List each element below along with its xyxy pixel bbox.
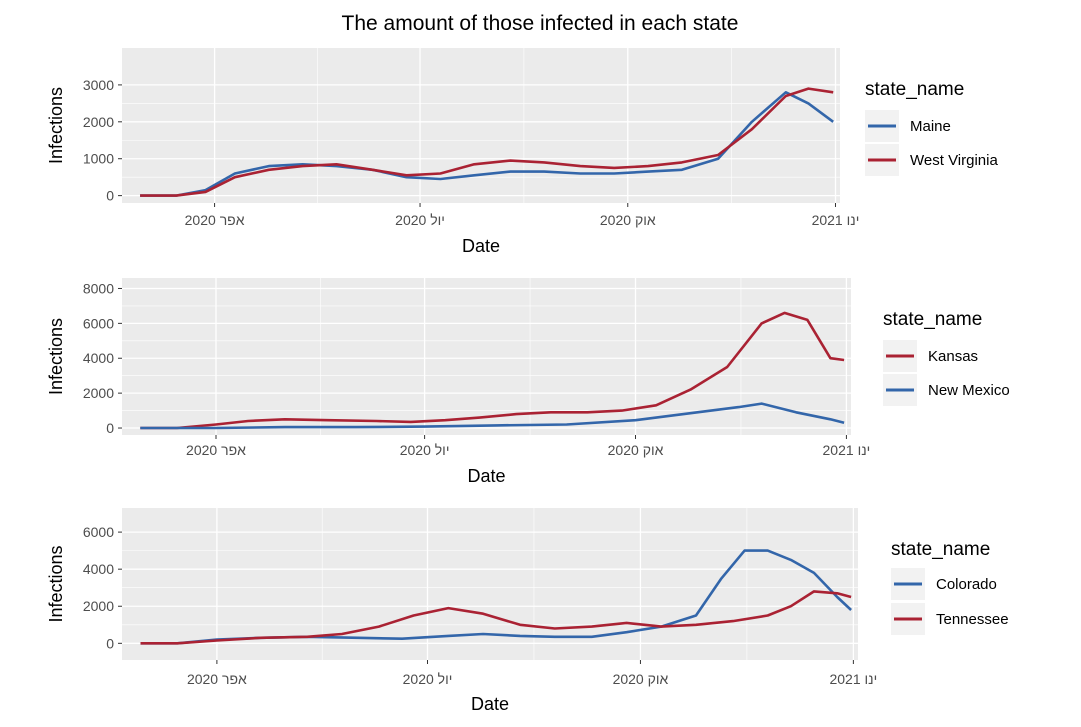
- y-axis-title: Infections: [46, 545, 66, 622]
- x-tick-label: 2020 אפר: [187, 671, 247, 687]
- x-tick-label: 2021 ינו: [812, 212, 860, 228]
- y-tick-label: 4000: [83, 561, 114, 577]
- x-tick-label: 2020 יול: [395, 212, 445, 228]
- chart-panels: 0 1000 2000 3000 2020 אפר 2020 יול 2020 אוק 202…: [46, 48, 1010, 714]
- x-tick-label: 2020 יול: [400, 442, 450, 458]
- chart-panel-1: 0 1000 2000 3000 2020 אפר 2020 יול 2020 אוק 202…: [46, 48, 998, 256]
- x-axis-title: Date: [471, 694, 509, 714]
- legend-label: New Mexico: [928, 382, 1010, 399]
- legend-label: Tennessee: [936, 611, 1009, 628]
- legend-label: Kansas: [928, 348, 978, 365]
- x-tick-label: 2020 אפר: [186, 442, 246, 458]
- y-tick-label: 0: [106, 635, 114, 651]
- y-tick-label: 0: [106, 420, 114, 436]
- legend-label: Maine: [910, 118, 951, 135]
- x-tick-label: 2020 יול: [403, 671, 453, 687]
- x-tick-label: 2021 ינו: [823, 442, 871, 458]
- x-tick-label: 2020 אפר: [185, 212, 245, 228]
- chart-panel-3: 0 2000 4000 6000 2020 אפר 2020 יול 2020 אוק 202…: [46, 508, 1009, 714]
- y-tick-label: 3000: [83, 77, 114, 93]
- y-tick-label: 6000: [83, 524, 114, 540]
- legend-label: Colorado: [936, 576, 997, 593]
- y-tick-label: 2000: [83, 114, 114, 130]
- x-tick-label: 2020 אוק: [613, 671, 669, 687]
- chart-panel-2: 0 2000 4000 6000 8000 2020 אפר 2020 יול 2020 או…: [46, 278, 1010, 486]
- y-tick-label: 0: [106, 188, 114, 204]
- y-axis-title: Infections: [46, 87, 66, 164]
- chart-title: The amount of those infected in each sta…: [342, 12, 739, 35]
- y-tick-label: 6000: [83, 315, 114, 331]
- x-tick-label: 2020 אוק: [600, 212, 656, 228]
- panel-background: [122, 508, 858, 660]
- x-axis-title: Date: [467, 466, 505, 486]
- legend-label: West Virginia: [910, 152, 998, 169]
- y-tick-label: 8000: [83, 280, 114, 296]
- y-tick-label: 1000: [83, 151, 114, 167]
- series-line-new-mexico: [140, 402, 845, 430]
- x-axis-title: Date: [462, 236, 500, 256]
- legend-title: state_name: [865, 79, 964, 100]
- legend-title: state_name: [891, 539, 990, 560]
- panel-background: [122, 278, 851, 435]
- series-line-maine: [140, 91, 834, 197]
- series-line-kansas: [140, 311, 845, 430]
- series-line-west-virginia: [140, 87, 834, 197]
- y-tick-label: 2000: [83, 598, 114, 614]
- x-tick-label: 2021 ינו: [829, 671, 877, 687]
- y-axis-title: Infections: [46, 318, 66, 395]
- x-tick-label: 2020 אוק: [608, 442, 664, 458]
- y-tick-label: 4000: [83, 350, 114, 366]
- series-line-tennessee: [140, 590, 852, 645]
- legend-title: state_name: [883, 309, 982, 330]
- y-tick-label: 2000: [83, 385, 114, 401]
